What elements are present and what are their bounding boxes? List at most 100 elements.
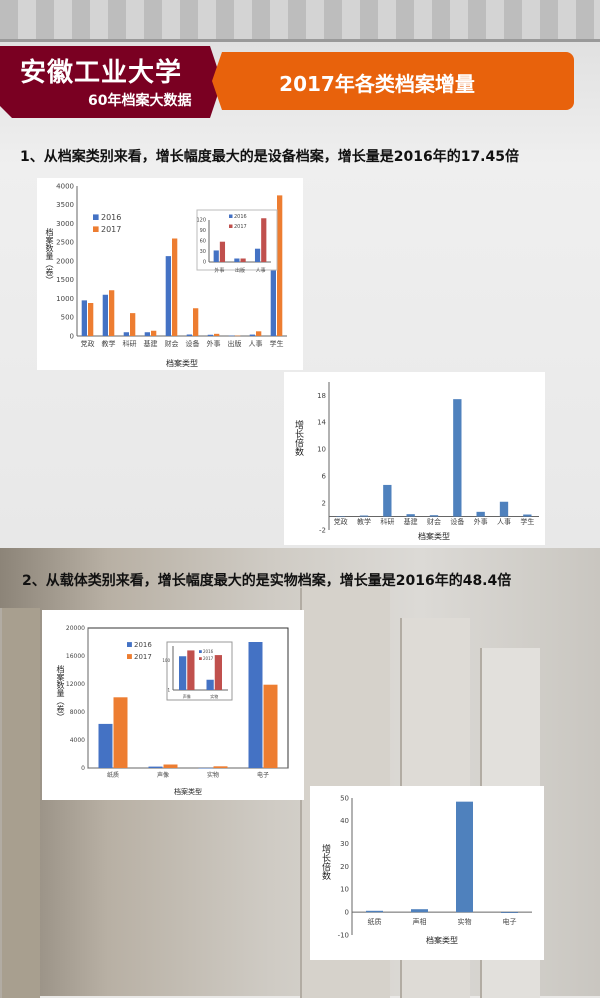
y-tick-label: 90 <box>200 228 206 234</box>
y-tick-label: 100 <box>162 658 170 663</box>
bar-2016-出版 <box>234 258 240 262</box>
y-tick-label: -2 <box>319 526 326 534</box>
header-subtitle: 60年档案大数据 <box>88 93 192 109</box>
y-tick-label: 6 <box>322 473 327 481</box>
y-tick-label: 40 <box>340 817 349 825</box>
bar-2017-外事 <box>219 241 226 262</box>
inset-chart: 0 30 60 90 120 外事 出版 人事 2016 2017 <box>196 209 278 274</box>
bar-2016-实物 <box>198 767 213 769</box>
legend-label-2017: 2017 <box>203 656 214 661</box>
legend-label-2016: 2016 <box>234 214 247 220</box>
legend-swatch-2016 <box>199 650 202 653</box>
legend-swatch-2017 <box>199 657 202 660</box>
bar-2016-电子 <box>248 642 263 768</box>
y-tick-label: 16000 <box>66 653 85 660</box>
bar-growth-电子 <box>501 912 518 913</box>
y-tick-label: 30 <box>340 840 349 848</box>
y-axis-title: 增长倍数 <box>293 420 303 456</box>
bar-2016-人事 <box>254 248 261 262</box>
bar-2016-纸质 <box>98 723 113 768</box>
bar-2017-党政 <box>88 303 94 336</box>
x-tick-label: 学生 <box>520 517 534 526</box>
x-tick-label: 基建 <box>144 339 158 348</box>
inset-chart: 1 100 声像 实物 2016 2017 <box>162 641 233 701</box>
bar-growth-教学 <box>359 515 369 517</box>
bar-2016-学生 <box>270 231 276 336</box>
legend-label-2017: 2017 <box>134 653 152 661</box>
bar-2017-设备 <box>193 308 199 336</box>
bar-growth-人事 <box>499 501 509 517</box>
university-name: 安徽工业大学 <box>20 58 183 88</box>
x-tick-label: 声像 <box>183 693 191 699</box>
x-tick-label: 声像 <box>157 771 169 779</box>
x-axis-title: 档案类型 <box>174 787 202 796</box>
x-tick-label: 外事 <box>207 339 221 348</box>
chart-category-counts: 0 500 1000 1500 2000 2500 3000 3500 4000 党政 教学 科研 基建… <box>37 178 303 370</box>
legend-label-2017: 2017 <box>234 224 247 230</box>
y-tick-label: 0 <box>345 909 349 917</box>
x-tick-label: 基建 <box>404 517 418 526</box>
bar-2017-外事 <box>214 333 220 336</box>
y-tick-label: 20000 <box>66 625 85 632</box>
y-tick-label: 1500 <box>56 276 74 284</box>
y-tick-label: 120 <box>196 218 206 224</box>
bar-growth-设备 <box>453 399 462 517</box>
legend-swatch-2017 <box>93 226 99 232</box>
y-tick-label: 10 <box>340 886 349 894</box>
bar-2016-科研 <box>123 332 129 336</box>
x-tick-label: 电子 <box>503 917 517 926</box>
bar-2016-外事 <box>207 334 213 336</box>
chart-category-growth: -2 2 6 10 14 18 党政 教学 科研 基建 财会 设备 外事 人事 学生 档案类型 增长倍数 <box>284 372 545 545</box>
bar-2017-基建 <box>151 330 157 336</box>
bar-2017-声像 <box>163 764 178 768</box>
bar-growth-科研 <box>383 484 392 517</box>
y-tick-label: 2500 <box>56 239 74 247</box>
x-tick-label: 党政 <box>81 339 95 348</box>
header-university-banner <box>0 46 222 118</box>
x-tick-label: 设备 <box>186 339 200 348</box>
y-tick-label: 8000 <box>70 709 85 716</box>
legend-swatch-2016 <box>127 642 132 647</box>
bar-2016-基建 <box>144 332 150 336</box>
x-tick-label: 外事 <box>474 517 488 526</box>
chart-carrier-counts: 0 4000 8000 12000 16000 20000 纸质 声像 实物 电子 2016 2017… <box>42 610 304 800</box>
legend-swatch-2016 <box>93 214 99 220</box>
x-tick-label: 学生 <box>270 339 284 348</box>
chart-carrier-growth: -10 0 10 20 30 40 50 纸质 声相 实物 电子 档案类型 增长倍数 <box>310 786 544 960</box>
bar-growth-学生 <box>523 514 532 517</box>
x-axis-title: 档案类型 <box>418 531 450 541</box>
legend-label-2017: 2017 <box>101 225 121 234</box>
bar-2016-声像 <box>179 656 187 690</box>
y-tick-label: 50 <box>340 794 349 802</box>
bar-2016-设备 <box>186 334 192 336</box>
bar-2017-人事 <box>261 218 267 262</box>
bar-growth-党政 <box>336 516 345 518</box>
x-axis-title: 档案类型 <box>426 935 458 945</box>
y-tick-label: 0 <box>70 332 74 340</box>
bar-2016-外事 <box>213 250 219 262</box>
bar-2017-财会 <box>172 238 178 336</box>
bar-2016-教学 <box>102 294 108 336</box>
bar-2016-财会 <box>165 256 171 336</box>
page-title: 2017年各类档案增量 <box>279 72 475 96</box>
bar-2017-出版 <box>235 335 241 337</box>
x-tick-label: 声相 <box>413 917 427 926</box>
y-tick-label: 3000 <box>56 220 74 228</box>
x-axis-title: 档案类型 <box>166 358 198 368</box>
y-tick-label: 10 <box>317 446 326 454</box>
y-tick-label: 1 <box>167 687 170 692</box>
y-tick-label: 2000 <box>56 257 74 265</box>
legend-label-2016: 2016 <box>203 649 214 654</box>
bar-2017-学生 <box>277 195 283 336</box>
bar-2016-人事 <box>249 334 255 336</box>
legend-swatch-2017 <box>229 224 233 228</box>
y-tick-label: 0 <box>81 765 85 772</box>
bar-2017-实物 <box>213 766 228 768</box>
bar-growth-财会 <box>429 515 439 517</box>
y-tick-label: 30 <box>200 249 206 255</box>
legend-label-2016: 2016 <box>101 213 121 222</box>
y-tick-label: 12000 <box>66 681 85 688</box>
bar-2017-纸质 <box>113 697 128 768</box>
bar-growth-实物 <box>456 801 473 913</box>
legend-swatch-2017 <box>127 654 132 659</box>
